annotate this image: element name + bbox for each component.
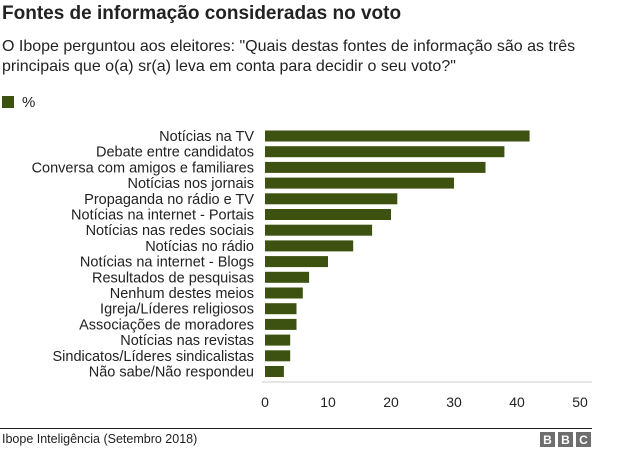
category-label: Não sabe/Não respondeu: [89, 365, 254, 381]
bbc-logo-letter: B: [558, 432, 573, 447]
bar: [265, 209, 391, 220]
bar: [265, 256, 328, 268]
category-label: Igreja/Líderes religiosos: [100, 302, 254, 318]
category-label: Notícias nas redes sociais: [86, 223, 254, 239]
footer-divider: [0, 428, 592, 429]
category-label: Conversa com amigos e familiares: [32, 160, 254, 176]
category-label: Resultados de pesquisas: [92, 270, 254, 286]
chart-title: Fontes de informação consideradas no vot…: [2, 3, 402, 24]
x-tick-label: 10: [320, 394, 336, 410]
bar: [265, 334, 291, 346]
category-label: Notícias na internet - Portais: [71, 208, 254, 224]
source-note: Ibope Inteligência (Setembro 2018): [2, 432, 198, 446]
bar: [265, 193, 398, 205]
legend-swatch: [2, 96, 14, 108]
x-tick-label: 50: [572, 394, 588, 410]
category-label: Debate entre candidatos: [96, 145, 254, 161]
legend: %: [2, 93, 36, 111]
bar: [265, 240, 354, 252]
bar: [265, 350, 291, 362]
bbc-logo-letter: C: [576, 432, 591, 447]
bbc-logo: B B C: [540, 432, 591, 447]
bar: [265, 318, 297, 330]
bar: [265, 271, 310, 283]
x-tick-label: 0: [261, 394, 269, 410]
x-tick-label: 30: [446, 394, 462, 410]
bbc-logo-letter: B: [540, 432, 555, 447]
bar: [265, 177, 454, 189]
bar: [265, 287, 303, 299]
legend-label: %: [22, 93, 36, 111]
category-label: Notícias na TV: [159, 129, 254, 145]
x-tick-label: 20: [383, 394, 399, 410]
category-label: Sindicatos/Líderes sindicalistas: [53, 349, 255, 365]
bar: [265, 146, 505, 158]
bar: [265, 161, 486, 173]
category-label: Associações de moradores: [79, 317, 254, 333]
category-label: Propaganda no rádio e TV: [84, 192, 254, 208]
chart-subtitle: O Ibope perguntou aos eleitores: "Quais …: [2, 38, 576, 75]
category-label: Nenhum destes meios: [110, 286, 254, 302]
category-label: Notícias na internet - Blogs: [80, 255, 254, 271]
bar: [265, 366, 284, 377]
category-label: Notícias nas revistas: [120, 333, 254, 349]
category-label: Notícias no rádio: [145, 239, 254, 255]
bar: [265, 303, 297, 315]
category-label: Notícias nos jornais: [127, 176, 254, 192]
bar: [265, 130, 530, 142]
bar: [265, 224, 373, 236]
x-tick-label: 40: [509, 394, 525, 410]
